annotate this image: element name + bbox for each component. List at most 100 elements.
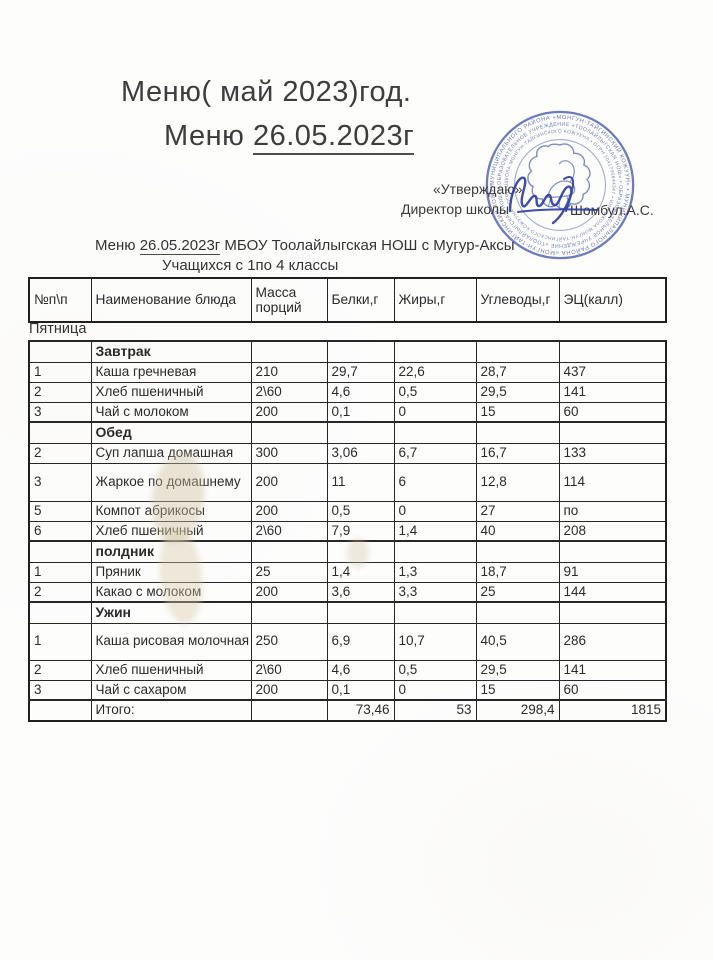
row-number-cell: 3 [28,462,92,502]
row-number-cell: 6 [28,520,92,542]
fat-cell: 1,3 [393,561,477,583]
carbs-cell: 12,8 [475,462,560,502]
protein-cell: 3,6 [326,581,395,603]
row-number-cell: 1 [28,361,92,383]
row-number-cell: 2 [28,659,92,681]
portion-mass-cell: 2\60 [250,381,328,403]
fat-cell: 0 [393,500,477,522]
menu-table-header: №п\п Наименование блюда Масса порций Бел… [28,277,667,323]
fat-cell: 0,5 [393,659,477,681]
carbs-cell: 16,7 [475,442,560,464]
section-row: Обед [28,421,667,444]
dish-name-cell: Хлеб пшеничный [90,381,252,403]
total-energy-cell: 1815 [558,699,667,722]
empty-cell [28,421,92,444]
energy-cell: 60 [558,401,667,423]
empty-cell [393,340,477,363]
dish-row: 3 Чай с сахаром 200 0,1 0 15 60 [28,679,667,701]
dish-row: 2 Суп лапша домашная 300 3,06 6,7 16,7 133 [28,442,667,464]
menu-subheader-school: МБОУ Тоолайлыгская НОШ с Мугур-Аксы [220,237,515,254]
dish-row: 2 Хлеб пшеничный 2\60 4,6 0,5 29,5 141 [28,381,667,403]
carbs-cell: 28,7 [475,361,560,383]
portion-mass-cell: 2\60 [250,659,328,681]
fat-cell: 3,3 [393,581,477,603]
empty-cell [558,540,667,563]
dish-name-cell: Жаркое по домашнему [90,462,252,502]
carbs-cell: 25 [475,581,560,603]
total-fats-cell: 53 [393,699,477,722]
menu-subheader-date: 26.05.2023г [139,237,221,255]
total-protein-cell: 73,46 [326,699,395,722]
empty-cell [250,699,328,722]
carbs-cell: 15 [475,401,560,423]
energy-cell: 133 [558,442,667,464]
fat-cell: 22,6 [393,361,477,383]
empty-cell [28,540,92,563]
subtitle-date: 26.05.2023г [252,120,415,155]
protein-cell: 4,6 [326,659,395,681]
dish-name-cell: Чай с сахаром [90,679,252,701]
dish-row: 3 Жаркое по домашнему 200 11 6 12,8 114 [28,462,667,502]
dish-name-cell: Какао с молоком [90,581,252,603]
carbs-cell: 29,5 [475,659,560,681]
empty-cell [393,540,477,563]
empty-cell [393,601,477,624]
total-carbs-cell: 298,4 [475,699,560,722]
portion-mass-cell: 200 [250,401,328,423]
total-row: Итого: 73,46 53 298,4 1815 [28,699,667,722]
energy-cell: по [558,500,667,522]
portion-mass-cell: 200 [250,679,328,701]
empty-cell [28,601,92,624]
dish-row: 1 Каша гречневая 210 29,7 22,6 28,7 437 [28,361,667,383]
energy-cell: 141 [558,659,667,681]
portion-mass-cell: 250 [250,622,328,661]
energy-cell: 144 [558,581,667,603]
row-number-cell: 3 [28,679,92,701]
dish-name-cell: Суп лапша домашная [90,442,252,464]
dish-row: 2 Какао с молоком 200 3,6 3,3 25 144 [28,581,667,603]
empty-cell [475,421,560,444]
section-name-cell: Обед [90,421,252,444]
protein-cell: 6,9 [326,622,395,661]
audience-line: Учащихся с 1по 4 классы [162,257,339,274]
menu-subheader-prefix: Меню [95,237,140,254]
protein-cell: 11 [326,462,395,502]
protein-cell: 7,9 [326,520,395,542]
section-name-cell: полдник [90,540,252,563]
portion-mass-cell: 210 [250,361,328,383]
page-title: Меню( май 2023)год. [121,76,412,108]
row-number-cell: 2 [28,581,92,603]
empty-cell [326,601,395,624]
empty-cell [475,601,560,624]
empty-cell [558,340,667,363]
empty-cell [558,421,667,444]
col-header-fats: Жиры,г [393,277,477,323]
col-header-energy: ЭЦ(калл) [558,277,667,323]
dish-row: 6 Хлеб пшеничный 2\60 7,9 1,4 40 208 [28,520,667,542]
fat-cell: 6,7 [393,442,477,464]
col-header-mass: Масса порций [250,277,328,323]
director-signature [508,176,598,225]
empty-cell [558,601,667,624]
fat-cell: 0,5 [393,381,477,403]
section-row: Ужин [28,601,667,624]
dish-row: 5 Компот абрикосы 200 0,5 0 27 по [28,500,667,522]
menu-table: Завтрак 1 Каша гречневая 210 29,7 22,6 28,7 437… [28,340,667,722]
carbs-cell: 27 [475,500,560,522]
empty-cell [28,699,92,722]
row-number-cell: 1 [28,561,92,583]
energy-cell: 91 [558,561,667,583]
dish-name-cell: Хлеб пшеничный [90,659,252,681]
section-row: Завтрак [28,340,667,363]
energy-cell: 286 [558,622,667,661]
empty-cell [475,340,560,363]
carbs-cell: 40,5 [475,622,560,661]
subtitle-prefix: Меню [164,120,253,152]
empty-cell [250,340,328,363]
menu-table-body: Завтрак 1 Каша гречневая 210 29,7 22,6 28,7 437… [28,340,667,722]
protein-cell: 4,6 [326,381,395,403]
col-header-carbs: Углеводы,г [475,277,560,323]
carbs-cell: 15 [475,679,560,701]
empty-cell [250,540,328,563]
